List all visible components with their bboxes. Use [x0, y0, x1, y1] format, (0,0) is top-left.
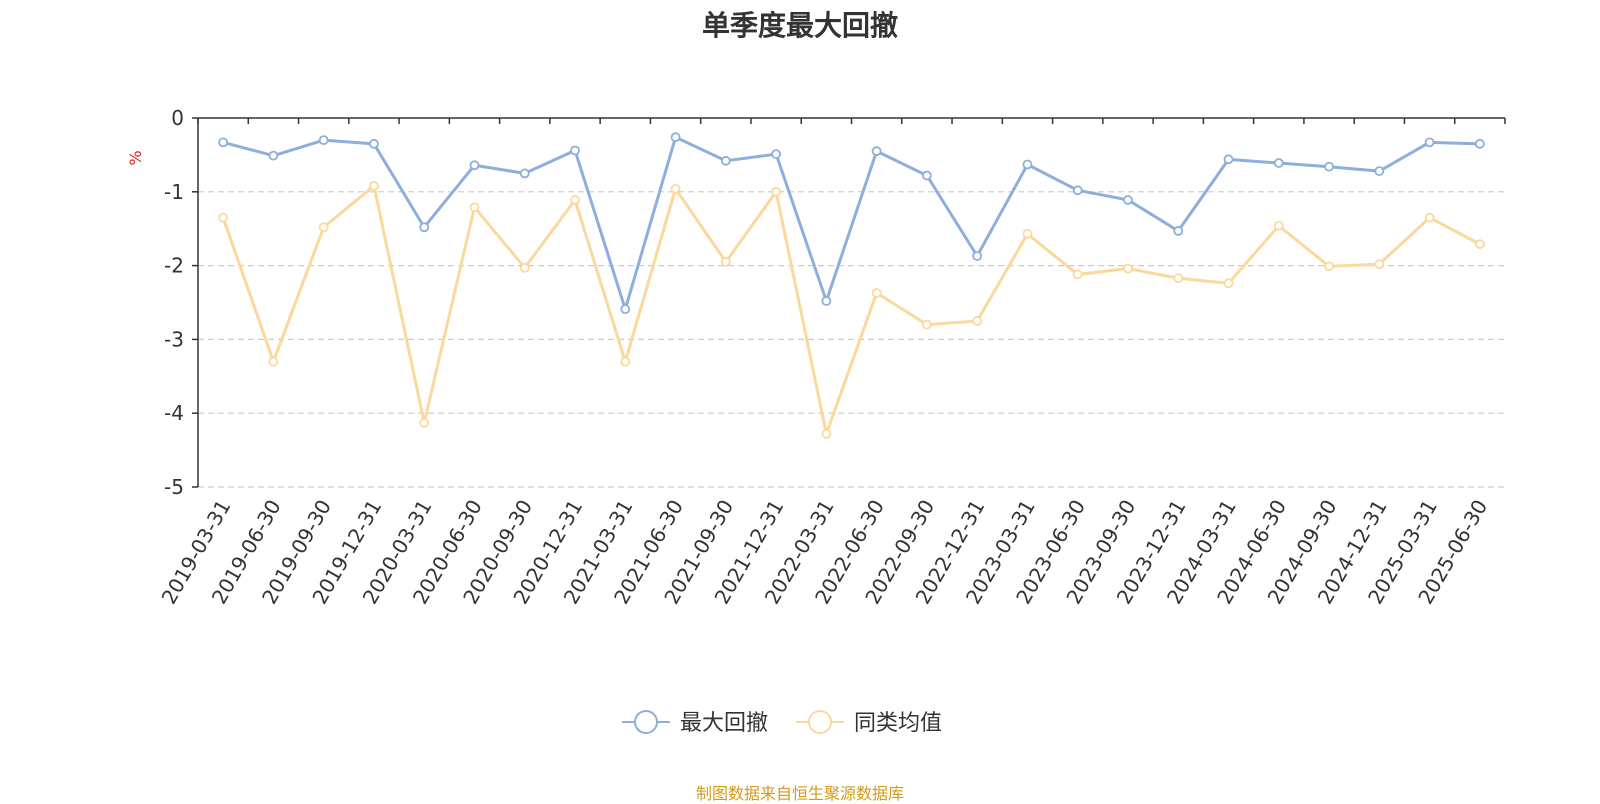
data-point: [1022, 159, 1033, 170]
y-tick-label: -5: [164, 475, 184, 499]
data-point: [519, 262, 530, 273]
legend-item-1[interactable]: 最大回撤: [622, 710, 768, 736]
data-point: [570, 195, 580, 205]
data-point: [1474, 138, 1485, 149]
legend[interactable]: 最大回撤 同类均值: [622, 710, 942, 736]
data-point: [268, 356, 279, 367]
y-axis-label: %: [126, 150, 145, 165]
data-point: [1123, 195, 1133, 205]
data-point: [1072, 185, 1083, 196]
data-point: [1474, 239, 1485, 250]
series-line-1: [222, 135, 1480, 311]
series-line-2: [221, 184, 1481, 436]
data-point: [620, 356, 631, 367]
data-point: [620, 304, 631, 315]
y-tick-label: -2: [164, 254, 184, 278]
data-point: [1324, 261, 1334, 272]
data-point: [318, 135, 329, 146]
legend-label: 最大回撤: [680, 711, 768, 736]
data-point: [720, 257, 731, 267]
y-tick-label: -1: [164, 180, 184, 204]
data-point: [318, 222, 329, 233]
data-point: [1324, 161, 1334, 172]
data-point: [218, 137, 229, 148]
y-tick-label: -4: [164, 401, 184, 425]
data-point: [1223, 278, 1234, 289]
data-point: [821, 428, 832, 439]
data-point: [1273, 158, 1284, 168]
data-point: [419, 417, 430, 428]
data-point: [1374, 259, 1385, 270]
data-point: [922, 170, 932, 181]
data-point: [1424, 212, 1435, 223]
data-point: [670, 183, 681, 194]
data-point: [570, 145, 580, 156]
data-point: [1273, 220, 1284, 231]
data-point: [771, 149, 781, 160]
data-point: [922, 319, 932, 330]
data-point: [268, 150, 279, 161]
data-point: [1223, 154, 1234, 165]
chart-title: 单季度最大回撤: [701, 9, 898, 42]
legend-item-2[interactable]: 同类均值: [796, 710, 942, 736]
data-point: [519, 168, 530, 179]
grid-lines: [198, 191, 1505, 488]
legend-swatch-marker: [634, 710, 658, 734]
data-point: [871, 288, 882, 298]
legend-label: 同类均值: [854, 711, 942, 736]
data-point: [1173, 226, 1184, 236]
data-point: [1022, 228, 1033, 239]
legend-swatch-marker: [808, 710, 832, 734]
data-point: [369, 180, 379, 191]
data-point: [1424, 137, 1435, 148]
data-point: [469, 160, 480, 171]
data-point: [972, 251, 983, 261]
data-point: [1123, 263, 1133, 274]
data-point: [720, 155, 731, 166]
data-point: [218, 212, 229, 223]
data-point: [469, 202, 480, 213]
y-tick-label: 0: [171, 106, 184, 130]
axes: 0-1-2-3-4-5%2019-03-312019-06-302019-09-…: [126, 106, 1506, 608]
series-lines: [218, 132, 1485, 439]
data-point: [972, 316, 983, 326]
data-point: [771, 186, 781, 197]
source-note: 制图数据来自恒生聚源数据库: [695, 784, 904, 803]
data-point: [1072, 269, 1083, 280]
data-point: [670, 132, 681, 143]
data-point: [821, 296, 832, 306]
data-point: [369, 138, 379, 149]
y-tick-label: -3: [164, 327, 184, 351]
data-point: [419, 222, 430, 233]
data-point: [1173, 273, 1184, 284]
data-point: [871, 146, 882, 157]
data-point: [1374, 166, 1385, 177]
